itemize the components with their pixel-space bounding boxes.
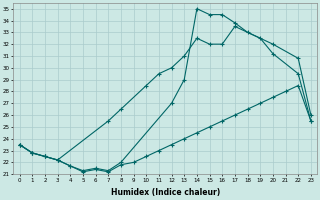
X-axis label: Humidex (Indice chaleur): Humidex (Indice chaleur) [111, 188, 220, 197]
